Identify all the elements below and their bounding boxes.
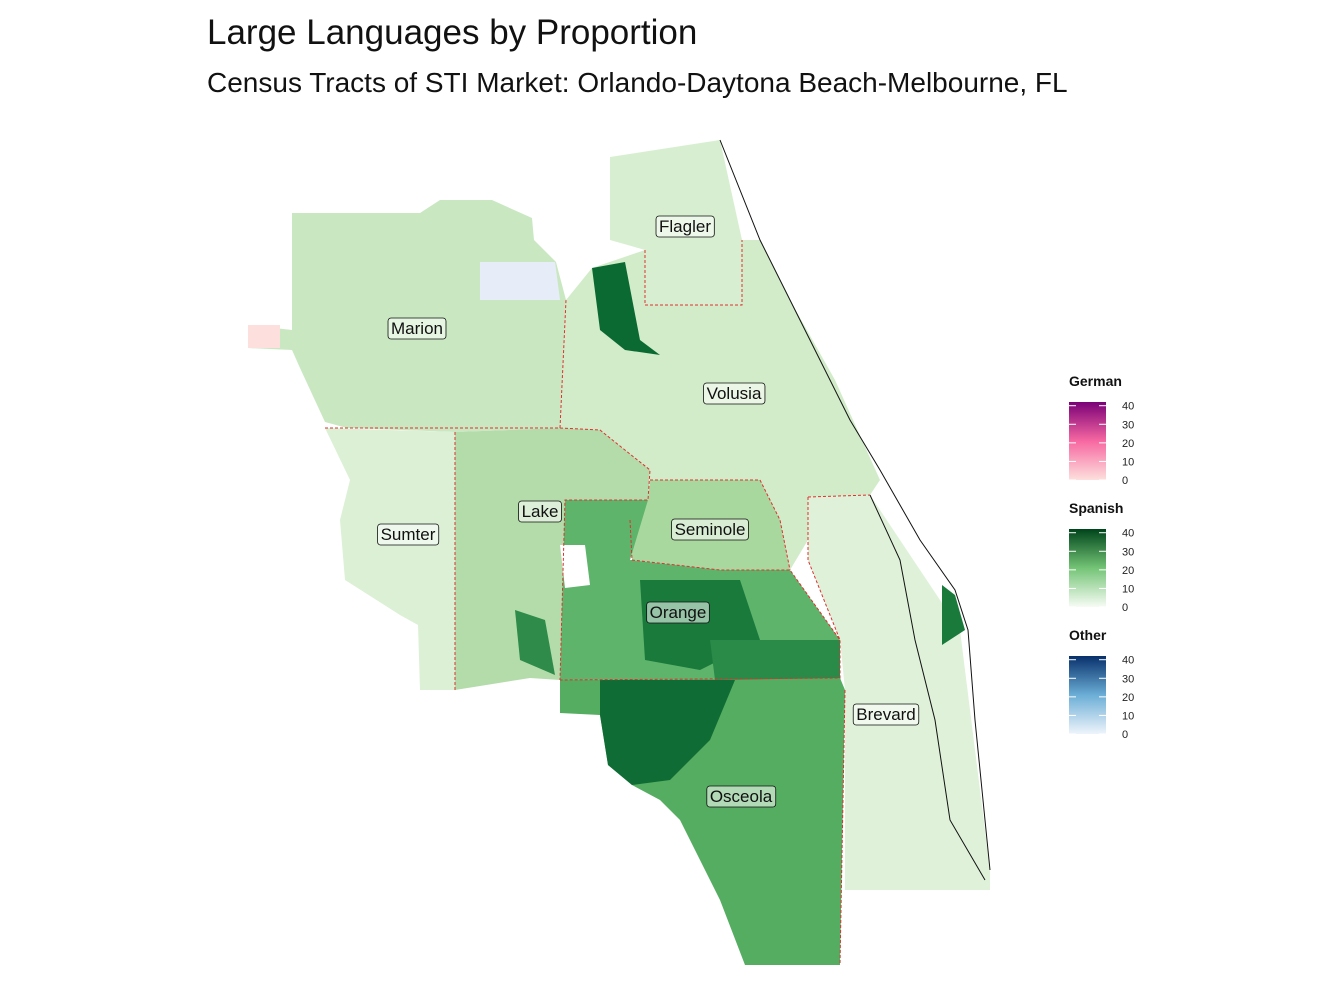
dark-tract: [600, 680, 735, 785]
colorbar: [1069, 529, 1106, 607]
legend-title: Spanish: [1069, 500, 1123, 516]
volusia-area: [560, 240, 880, 570]
county-border: [325, 240, 871, 966]
county-label: Lake: [518, 500, 562, 523]
label-box: [706, 785, 777, 808]
county-label: Orange: [646, 601, 710, 624]
label-box: [387, 317, 447, 340]
county-name: Sumter: [381, 525, 436, 544]
county-label: Osceola: [706, 785, 777, 808]
sumter-area: [325, 428, 455, 690]
legend-tick-label: 40: [1122, 528, 1134, 540]
light-tract: [480, 262, 560, 300]
legend-tick-label: 10: [1122, 456, 1134, 468]
dark-tract: [710, 640, 840, 680]
county-label: Brevard: [852, 703, 920, 726]
county-name: Orange: [650, 603, 707, 622]
county-name: Marion: [391, 319, 443, 338]
lake-area: [455, 428, 650, 690]
legend-tick-label: 0: [1122, 602, 1128, 614]
legend-tick-label: 20: [1122, 565, 1134, 577]
legend-tick-label: 30: [1122, 673, 1134, 685]
legend-tick-label: 30: [1122, 546, 1134, 558]
county-label: Flagler: [655, 215, 715, 238]
legend: German 0 10 20 30 40 Spanish 0 10 20 30 40 Other 0 10 2…: [1069, 373, 1134, 741]
legend-tick-label: 10: [1122, 583, 1134, 595]
legend-tick-label: 0: [1122, 475, 1128, 487]
counties: [248, 139, 991, 966]
county-name: Osceola: [710, 787, 773, 806]
german-tract: [248, 325, 280, 348]
dark-tract: [942, 585, 965, 645]
label-box: [377, 523, 440, 546]
legend-tick-label: 40: [1122, 655, 1134, 667]
legend-tick-label: 20: [1122, 692, 1134, 704]
dark-tract: [592, 262, 660, 355]
label-box: [852, 703, 920, 726]
legend-title: Other: [1069, 627, 1107, 643]
empty-tract: [560, 545, 590, 588]
county-label: Seminole: [671, 518, 749, 541]
label-box: [671, 518, 749, 541]
colorbar: [1069, 656, 1106, 734]
coastline: [719, 139, 991, 881]
legend-tick-label: 30: [1122, 419, 1134, 431]
county-label: Marion: [387, 317, 447, 340]
brevard-area: [808, 495, 990, 890]
colorbar: [1069, 402, 1106, 480]
county-name: Brevard: [856, 705, 916, 724]
label-box: [518, 500, 562, 523]
dark-tract: [515, 610, 555, 675]
subtitle: Census Tracts of STI Market: Orlando-Day…: [207, 67, 1068, 98]
county-labels: Flagler Marion Volusia Lake Sumter Seminole Or…: [377, 215, 920, 808]
legend-tick-label: 0: [1122, 729, 1128, 741]
county-label: Volusia: [703, 382, 766, 405]
county-name: Lake: [522, 502, 559, 521]
county-name: Volusia: [707, 384, 762, 403]
label-box: [703, 382, 766, 405]
label-box: [646, 601, 710, 624]
legend-tick-label: 10: [1122, 710, 1134, 722]
label-box: [655, 215, 715, 238]
title: Large Languages by Proportion: [207, 13, 697, 52]
legend-title: German: [1069, 373, 1122, 389]
legend-tick-label: 20: [1122, 438, 1134, 450]
marion-area: [248, 200, 566, 432]
county-name: Seminole: [675, 520, 746, 539]
county-label: Sumter: [377, 523, 440, 546]
county-name: Flagler: [659, 217, 711, 236]
legend-tick-label: 40: [1122, 401, 1134, 413]
